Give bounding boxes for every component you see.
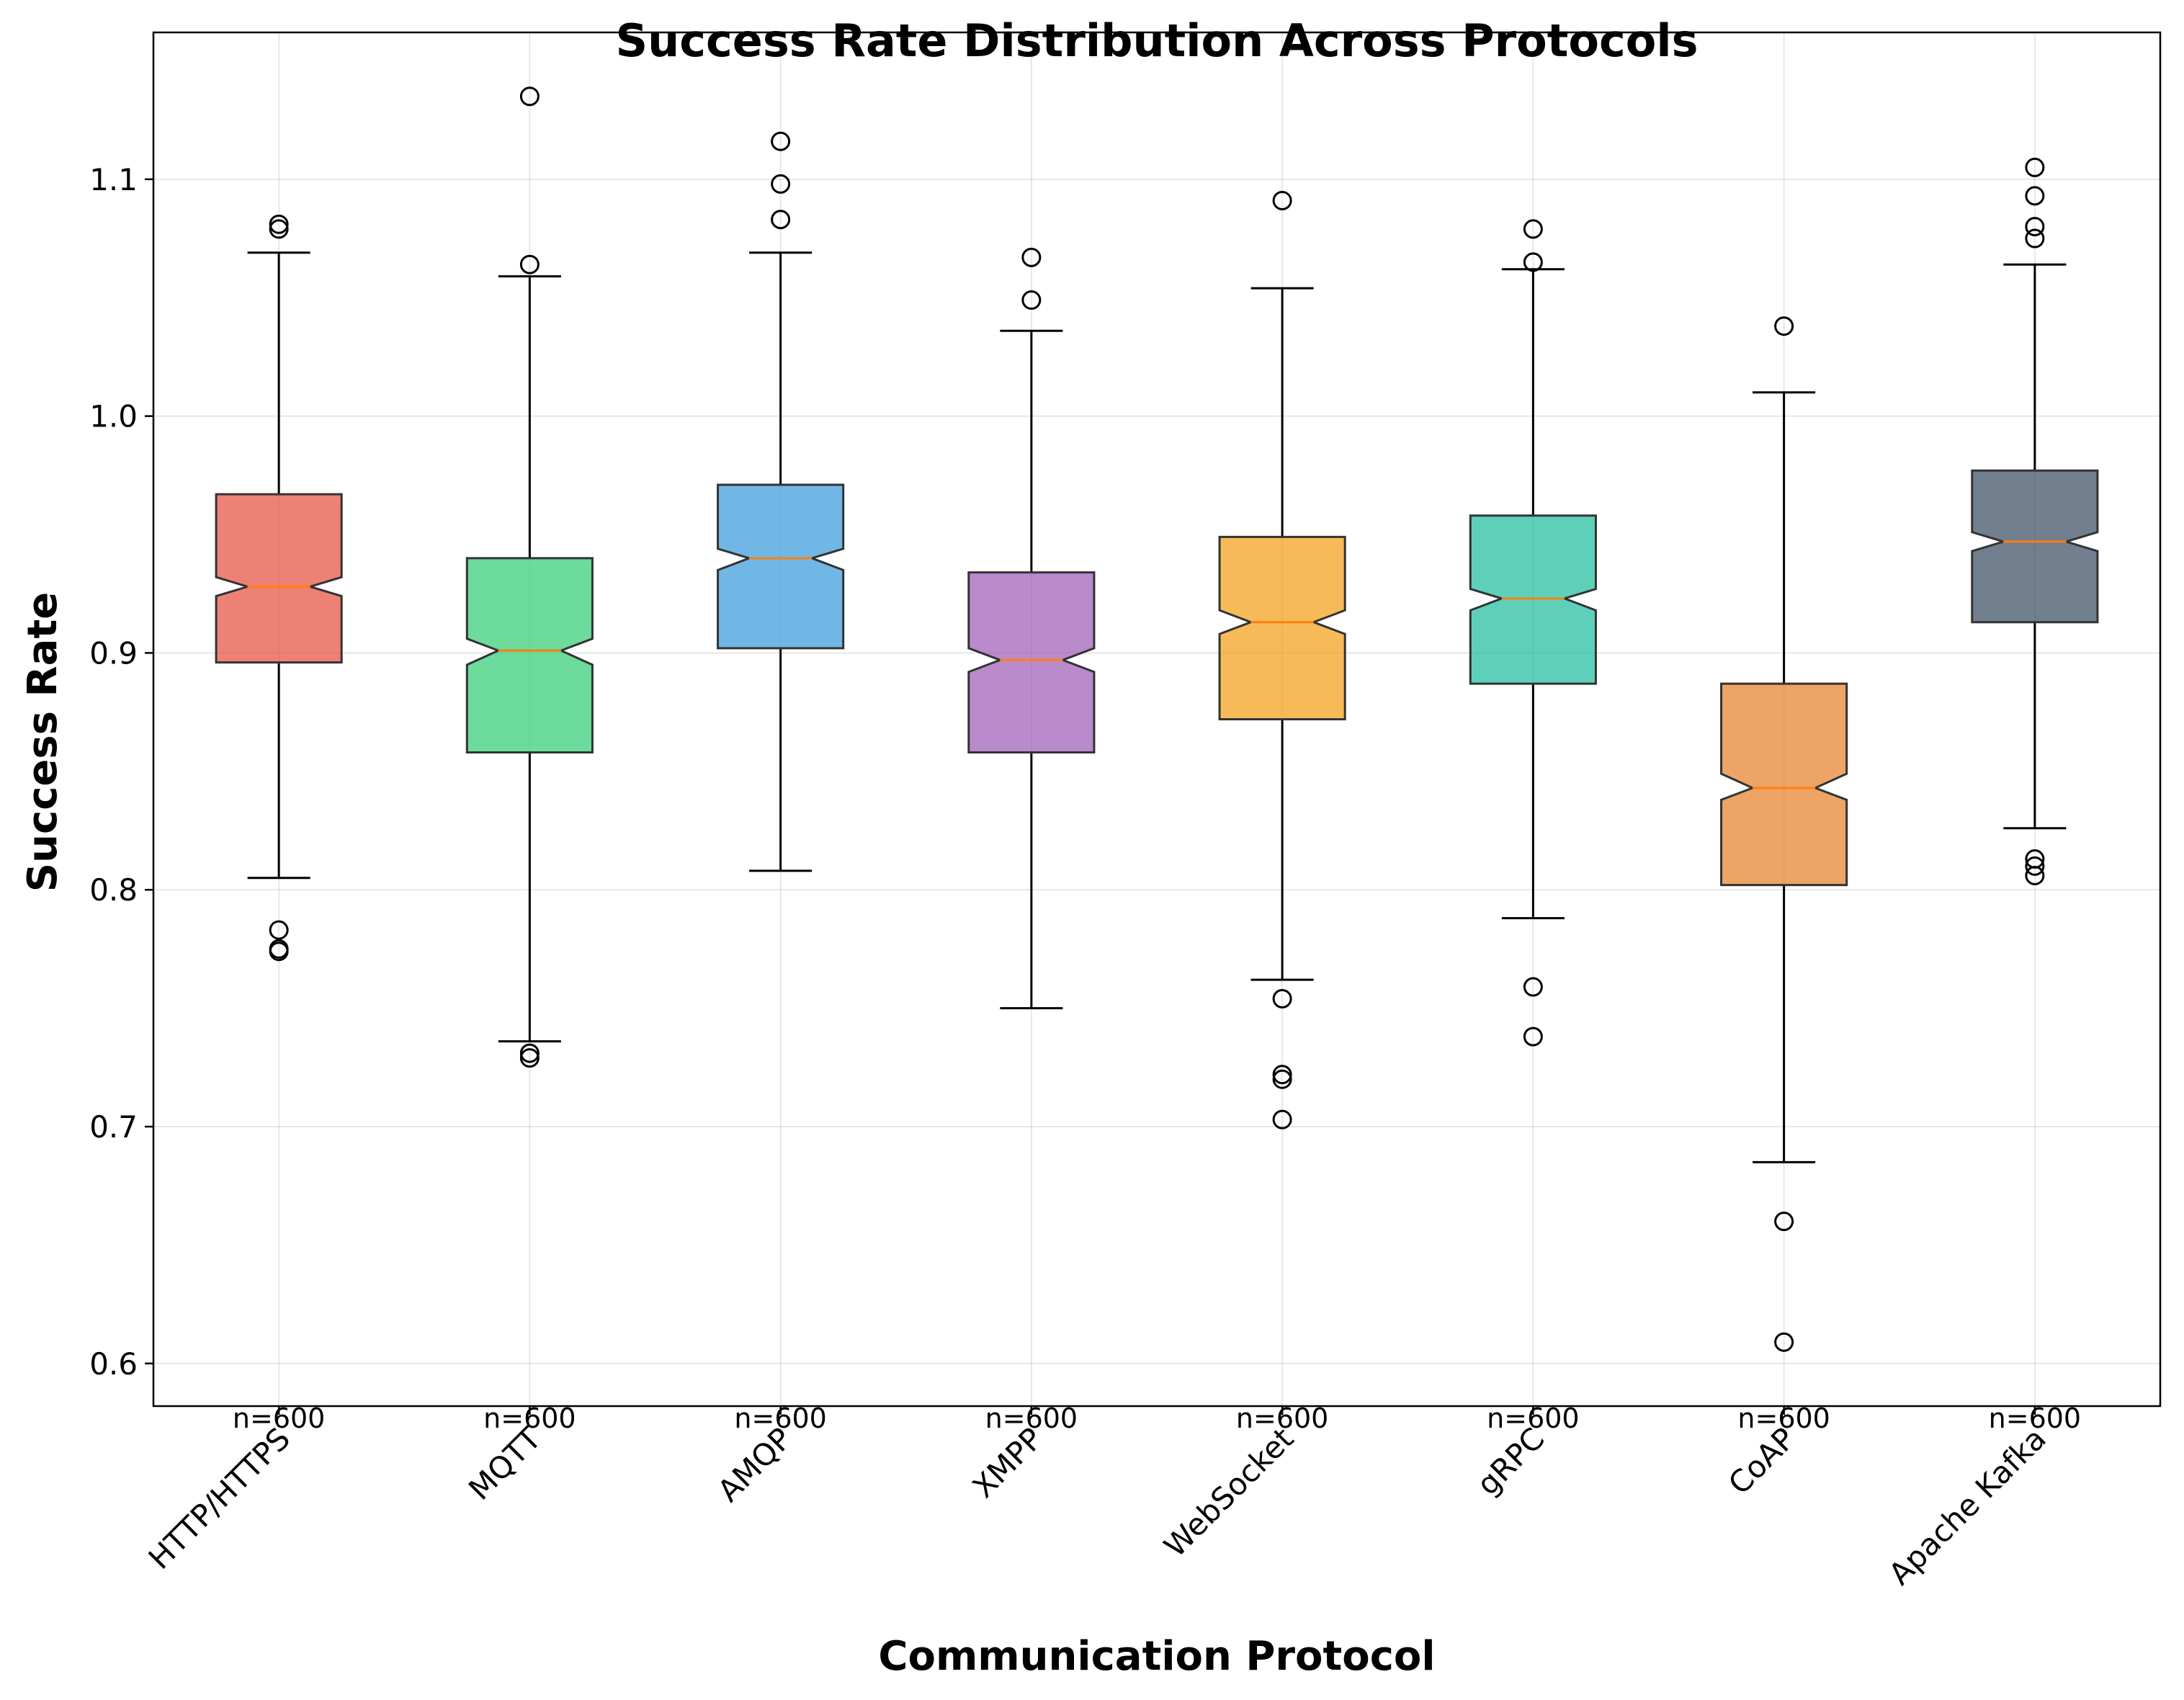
box-group: n=600: [1971, 157, 2099, 1434]
box-group: n=600: [465, 86, 594, 1434]
box-body: [1218, 535, 1346, 720]
outlier-point: [1272, 1069, 1292, 1089]
outlier-point: [771, 174, 791, 194]
x-axis: HTTP/HTTPS MQTT AMQP XMPP WebSocket gRPC CoAP A…: [142, 1406, 2053, 1592]
box-group: n=600: [1218, 190, 1346, 1434]
outlier-point: [519, 86, 540, 107]
outlier-point: [1272, 1109, 1292, 1129]
y-axis-label: Success Rate: [19, 592, 66, 892]
outlier-point: [1272, 1065, 1292, 1085]
outlier-point: [771, 131, 791, 151]
outlier-point: [2025, 186, 2045, 206]
x-tick-label: Apache Kafka: [1882, 1421, 2053, 1591]
outlier-point: [771, 210, 791, 230]
outlier-point: [1021, 290, 1042, 310]
box-group: n=600: [1469, 219, 1597, 1434]
outlier-point: [1774, 316, 1794, 336]
y-axis: 0.6 0.7 0.8 0.9 1.0 1.1: [89, 162, 153, 1382]
grid-lines: [153, 32, 2160, 1406]
outlier-point: [1272, 190, 1292, 210]
y-tick-label: 0.8: [89, 872, 138, 908]
box-group: n=600: [967, 247, 1096, 1434]
outlier-point: [2025, 157, 2045, 177]
y-tick-label: 1.0: [89, 399, 138, 434]
outlier-point: [1774, 1332, 1794, 1352]
y-tick-label: 1.1: [89, 162, 138, 197]
x-tick-label: HTTP/HTTPS: [142, 1421, 297, 1576]
outlier-point: [269, 941, 289, 962]
outlier-point: [269, 920, 289, 940]
plot-frame: [152, 31, 2162, 1408]
outlier-point: [1523, 219, 1543, 239]
box-group: n=600: [1720, 316, 1848, 1434]
box-body: [1720, 682, 1848, 887]
outlier-point: [269, 219, 289, 239]
outlier-point: [1523, 252, 1543, 272]
chart-title: Success Rate Distribution Across Protoco…: [615, 14, 1698, 67]
y-tick-label: 0.6: [89, 1346, 138, 1382]
box-body: [1971, 469, 2099, 624]
outlier-point: [1272, 988, 1292, 1008]
outlier-point: [1523, 977, 1543, 997]
plot-area: n=600 n=600 n=600 n=600 n=600 n=600 n=600 n=600: [215, 86, 2099, 1434]
outlier-point: [269, 214, 289, 234]
box-body: [1469, 514, 1597, 685]
outlier-point: [2025, 866, 2045, 886]
box-body: [967, 571, 1096, 754]
outlier-point: [519, 254, 540, 274]
outlier-point: [2025, 228, 2045, 249]
outlier-point: [1021, 247, 1042, 267]
x-axis-label: Communication Protocol: [878, 1633, 1435, 1680]
outlier-point: [2025, 217, 2045, 237]
y-tick-label: 0.7: [89, 1109, 138, 1145]
outlier-point: [519, 1043, 540, 1063]
outlier-point: [2025, 856, 2045, 876]
outlier-point: [519, 1048, 540, 1068]
y-tick-label: 0.9: [89, 635, 138, 671]
box-body: [465, 557, 594, 754]
outlier-point: [1774, 1212, 1794, 1232]
x-tick-label: WebSocket: [1157, 1421, 1300, 1564]
box-body: [717, 483, 845, 650]
outlier-point: [1523, 1026, 1543, 1047]
box-body: [215, 493, 343, 664]
